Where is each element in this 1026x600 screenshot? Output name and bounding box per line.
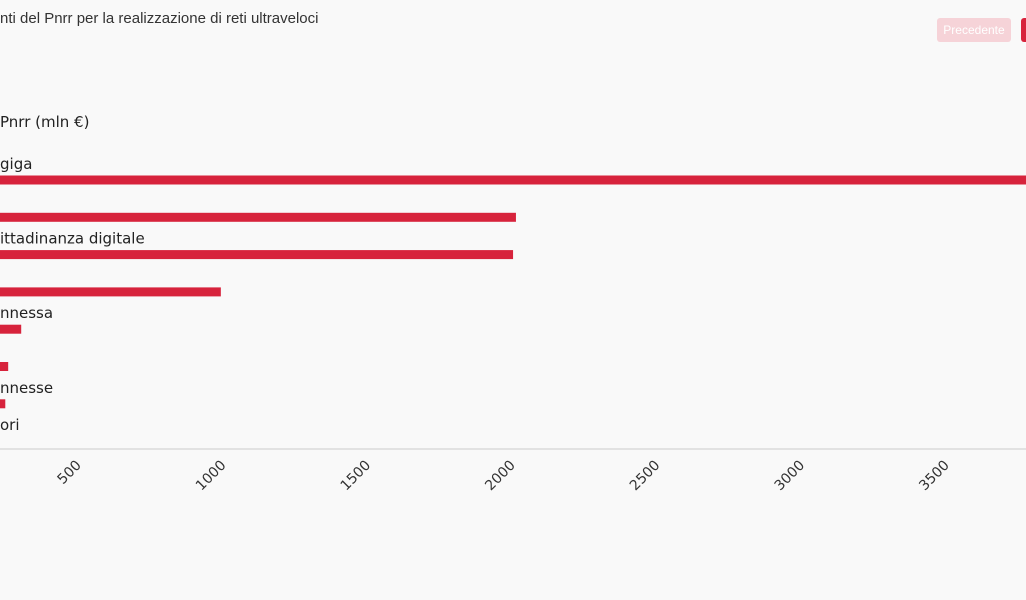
prev-button[interactable]: Precedente	[937, 18, 1011, 42]
category-label: ori	[0, 416, 20, 434]
bar	[0, 362, 9, 371]
x-tick-label: 500	[55, 458, 85, 488]
category-label: nnesse	[0, 379, 53, 397]
chart-title: nti del Pnrr per la realizzazione di ret…	[0, 10, 318, 27]
category-label: ittadinanza digitale	[0, 230, 145, 248]
axis-subtitle: Pnrr (mln €)	[0, 113, 89, 131]
button-label[interactable]: Precedente	[943, 23, 1005, 37]
x-tick-label: 2500	[627, 458, 664, 495]
bar	[0, 250, 514, 260]
category-label: giga	[0, 155, 32, 173]
x-tick-label: 3500	[916, 458, 953, 495]
x-tick-label: 1000	[193, 458, 230, 495]
bar	[0, 399, 6, 409]
x-tick-label: 3000	[772, 458, 809, 495]
category-label: nnessa	[0, 304, 53, 322]
button-bg[interactable]	[937, 18, 1011, 42]
bar	[0, 287, 221, 297]
x-tick-label: 2000	[482, 458, 519, 495]
x-tick-label: 1500	[338, 458, 375, 495]
next-button[interactable]	[1021, 18, 1026, 42]
bar	[0, 212, 516, 222]
bar	[0, 175, 1026, 185]
bar	[0, 324, 22, 334]
